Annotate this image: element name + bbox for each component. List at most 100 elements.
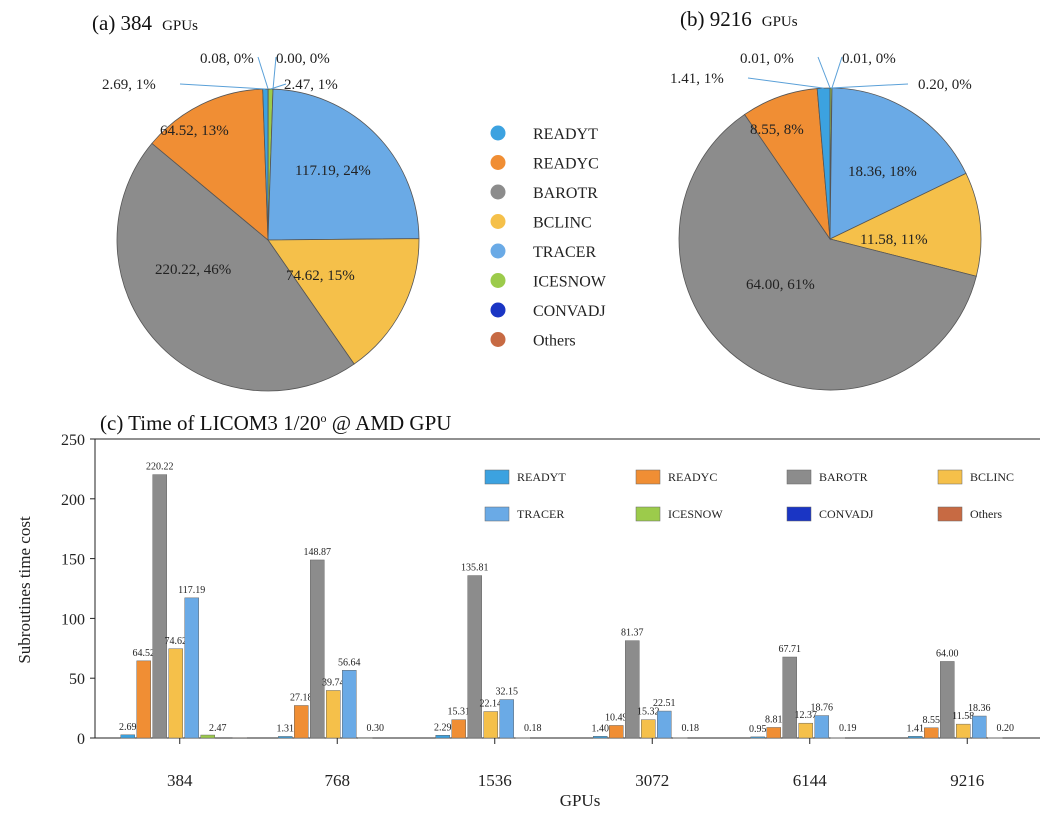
legend-marker-icesnow [490,273,506,288]
bar-legend-label-others: Others [970,507,1002,521]
bar-legend-label-tracer: TRACER [517,507,564,521]
legend-marker-others [490,332,506,347]
bar-tracer-1536 [499,699,514,739]
legend-label-readyc: READYC [533,156,599,173]
legend-marker-tracer [490,243,506,259]
bar-value-label: 32.15 [496,687,519,698]
pie-label-others: 0.01, 0% [740,51,794,67]
pie-chart-9216: 1.41, 1% 8.55, 8% 64.00, 61% 11.58, 11% 18.3… [670,51,982,391]
bar-readyc-384 [136,660,151,739]
bar-value-label: 1.41 [907,723,925,734]
bar-value-label: 2.29 [434,722,452,733]
bar-value-label: 81.37 [621,628,644,639]
pie-label-barotr: 220.22, 46% [155,262,231,278]
bar-barotr-6144 [782,656,797,739]
pie-label-tracer: 117.19, 24% [295,163,371,179]
pie-label-tracer: 18.36, 18% [848,164,917,180]
pie-label-convadj: 0.01, 0% [842,51,896,67]
bar-icesnow-6144 [830,737,845,739]
bar-legend-label-convadj: CONVADJ [819,507,874,521]
pie-a-title: (a) 384 GPUs [92,11,198,35]
bar-readyt-1536 [435,735,450,739]
bar-tracer-6144 [814,715,829,739]
bar-legend-label-icesnow: ICESNOW [668,507,723,521]
bar-barotr-1536 [467,575,482,739]
bar-value-label: 22.14 [480,699,503,710]
y-tick-label: 150 [61,552,85,569]
legend-label-barotr: BAROTR [533,185,598,202]
pie-leader-line [830,83,909,89]
bar-value-label: 64.52 [133,648,156,659]
x-axis-label: GPUs [560,791,601,810]
bar-value-label: 39.74 [322,677,345,688]
bar-value-label: 2.47 [209,723,227,734]
bar-chart-title: (c) Time of LICOM3 1/20o @ AMD GPU [100,411,451,435]
bar-legend-swatch-convadj [786,506,812,522]
bar-value-label: 0.95 [749,724,767,735]
pie-label-barotr: 64.00, 61% [746,277,815,293]
bar-tracer-384 [184,597,199,739]
bar-value-label: 12.37 [795,710,818,721]
pie-chart-384: 2.69, 1% 64.52, 13% 220.22, 46% 74.62, 15% 1… [102,51,420,392]
x-tick-label: 6144 [793,771,828,790]
bar-value-label: 67.71 [779,644,802,655]
bar-value-label: 1.31 [277,723,295,734]
pie-label-readyc: 8.55, 8% [750,122,804,138]
bar-value-label: 0.30 [367,723,385,734]
legend-label-bclinc: BCLINC [533,215,592,232]
legend-label-icesnow: ICESNOW [533,274,607,291]
y-tick-label: 100 [61,611,85,628]
bar-tracer-768 [342,670,357,739]
pie-label-readyt: 1.41, 1% [670,71,724,87]
bar-readyc-9216 [924,727,939,739]
bar-legend-label-readyc: READYC [668,470,717,484]
bar-value-label: 1.40 [592,723,610,734]
bar-legend-label-bclinc: BCLINC [970,470,1014,484]
y-tick-label: 50 [69,671,85,688]
bar-value-label: 0.18 [524,723,542,734]
bar-readyt-9216 [908,736,923,739]
bar-chart: 0 50 100 150 200 250 2.69 64.52 220.22 74.62 117.1… [61,432,1040,790]
bar-icesnow-1536 [515,737,530,739]
bar-bclinc-1536 [483,711,498,739]
legend-marker-readyt [490,125,506,141]
bar-barotr-9216 [940,661,955,739]
x-tick-label: 384 [167,771,193,790]
bar-barotr-768 [310,559,325,739]
bar-value-label: 18.76 [811,703,834,714]
pie-slice-barotr [678,113,977,391]
x-tick-label: 9216 [950,771,984,790]
pie-slice-barotr [116,142,355,392]
bar-bclinc-384 [168,648,183,739]
bar-legend-label-barotr: BAROTR [819,470,868,484]
bar-bclinc-9216 [956,723,971,739]
legend-marker-bclinc [490,214,506,229]
bar-value-label: 0.18 [682,723,700,734]
bar-legend-swatch-barotr [786,469,812,485]
pie-slice-tracer [267,88,420,241]
bar-value-label: 15.31 [448,707,471,718]
pie-label-bclinc: 11.58, 11% [860,232,928,248]
bar-legend-swatch-tracer [484,506,510,522]
bar-value-label: 117.19 [178,585,205,596]
pie-label-bclinc: 74.62, 15% [286,268,355,284]
legend-label-convadj: CONVADJ [533,303,606,320]
pie-label-readyc: 64.52, 13% [160,123,229,139]
bar-barotr-384 [152,474,167,739]
bar-value-label: 27.18 [290,692,313,703]
pie-leader-line [817,56,831,89]
pie-slice-bclinc [828,172,982,277]
bar-bclinc-3072 [641,719,656,739]
bar-value-label: 148.87 [304,547,332,558]
bar-value-label: 10.49 [605,712,628,723]
pie-leader-line [831,56,843,89]
bar-barotr-3072 [625,640,640,739]
bar-readyt-6144 [750,736,765,739]
bar-readyc-1536 [451,719,466,739]
bar-icesnow-3072 [673,737,688,739]
pie-slice-bclinc [267,238,420,365]
bar-readyc-6144 [766,727,781,739]
bar-icesnow-384 [200,734,215,739]
bar-legend-swatch-others [937,506,963,522]
